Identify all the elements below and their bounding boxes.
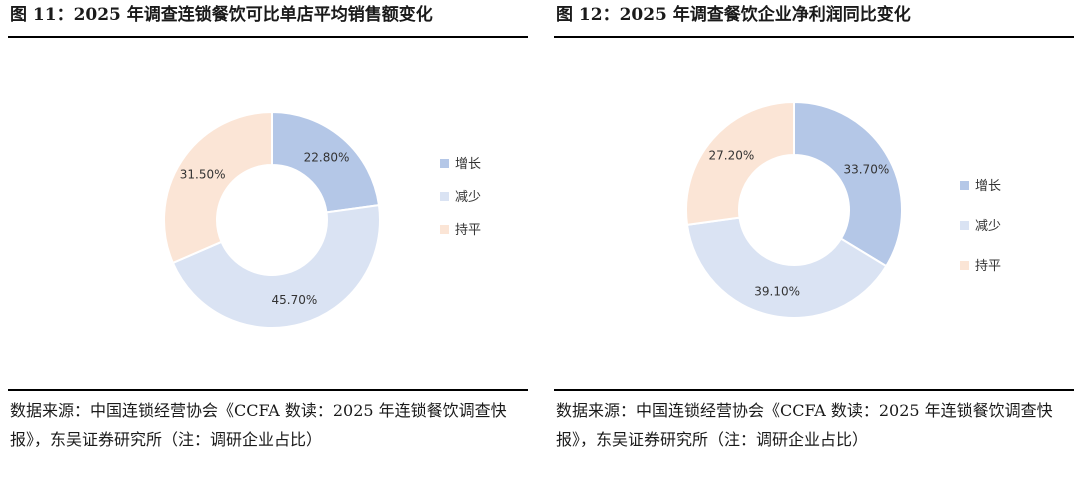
donut-slice-2 — [685, 100, 795, 227]
legend-swatch-0 — [960, 181, 969, 190]
source-note: 数据来源：中国连锁经营协会《CCFA 数读：2025 年连锁餐饮调查快报》，东吴… — [556, 401, 1053, 449]
figure-12: 图 12：2025 年调查餐饮企业净利润同比变化 33.70% 39.10% 27.… — [554, 0, 1074, 485]
source-rule — [8, 389, 528, 391]
legend-label-2: 持平 — [455, 223, 481, 238]
donut-slice-0 — [271, 110, 381, 214]
legend-label-1: 减少 — [455, 190, 481, 205]
slice-label-1: 39.10% — [754, 284, 800, 298]
figure-title: 图 12：2025 年调查餐饮企业净利润同比变化 — [556, 5, 911, 25]
legend-swatch-1 — [440, 192, 449, 201]
slice-label-0: 22.80% — [304, 150, 350, 164]
donut-slice-2 — [163, 110, 273, 265]
figure-title: 图 11：2025 年调查连锁餐饮可比单店平均销售额变化 — [10, 5, 433, 25]
slice-label-2: 31.50% — [180, 167, 226, 181]
figure-11: 图 11：2025 年调查连锁餐饮可比单店平均销售额变化 22.80% 45.70… — [8, 0, 528, 485]
donut-slice-0 — [793, 100, 903, 268]
legend-label-2: 持平 — [975, 259, 1001, 274]
legend-label-0: 增长 — [455, 157, 481, 172]
legend-label-1: 减少 — [975, 219, 1001, 234]
donut-slice-1 — [685, 216, 888, 319]
source-rule — [554, 389, 1074, 391]
legend-label-0: 增长 — [975, 179, 1001, 194]
title-rule — [554, 36, 1074, 38]
source-note: 数据来源：中国连锁经营协会《CCFA 数读：2025 年连锁餐饮调查快报》，东吴… — [10, 401, 507, 449]
slice-label-0: 33.70% — [843, 162, 889, 176]
legend-swatch-2 — [440, 225, 449, 234]
slice-label-1: 45.70% — [272, 293, 318, 307]
donut-slice-1 — [171, 203, 381, 329]
legend-swatch-0 — [440, 159, 449, 168]
legend-swatch-1 — [960, 221, 969, 230]
slice-label-2: 27.20% — [709, 149, 755, 163]
legend-swatch-2 — [960, 261, 969, 270]
title-rule — [8, 36, 528, 38]
